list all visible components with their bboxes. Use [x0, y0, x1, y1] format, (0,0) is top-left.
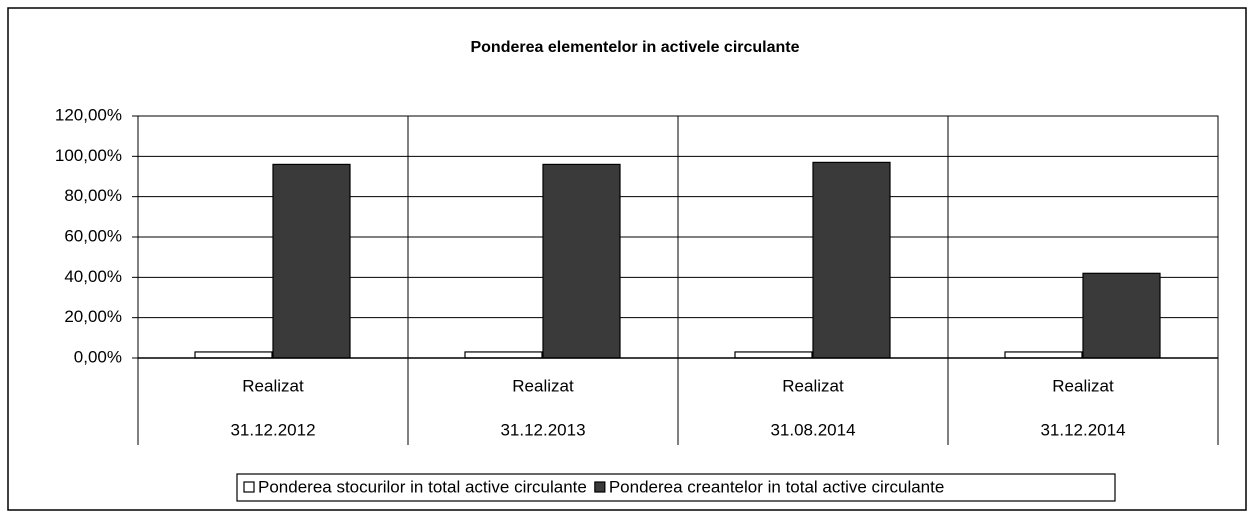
legend-swatch	[243, 481, 255, 493]
bar	[272, 163, 351, 359]
x-tick-label: 31.12.2013	[500, 420, 585, 439]
x-tick-label: 31.08.2014	[770, 420, 855, 439]
category-label: Realizat	[512, 376, 574, 395]
x-tick-label: 31.12.2014	[1040, 420, 1125, 439]
bar	[1004, 351, 1083, 359]
y-tick-label: 100,00%	[55, 146, 122, 165]
bar	[812, 161, 891, 359]
legend-swatch	[594, 481, 606, 493]
bar	[734, 351, 813, 359]
y-tick-label: 60,00%	[64, 226, 122, 245]
x-tick-label: 31.12.2012	[230, 420, 315, 439]
y-tick-label: 80,00%	[64, 186, 122, 205]
bar	[194, 351, 273, 359]
bar	[464, 351, 543, 359]
y-tick-label: 20,00%	[64, 307, 122, 326]
bar	[542, 163, 621, 359]
legend-label: Ponderea stocurilor in total active circ…	[258, 477, 587, 496]
chart-border	[7, 7, 1247, 511]
legend-box	[236, 473, 1116, 502]
category-label: Realizat	[1052, 376, 1114, 395]
y-tick-label: 120,00%	[55, 105, 122, 124]
legend-label: Ponderea creantelor in total active circ…	[609, 477, 944, 496]
y-tick-label: 0,00%	[74, 347, 122, 366]
category-label: Realizat	[242, 376, 304, 395]
bar	[1082, 272, 1161, 359]
chart-title: Ponderea elementelor in activele circula…	[470, 39, 799, 56]
category-label: Realizat	[782, 376, 844, 395]
y-tick-label: 40,00%	[64, 267, 122, 286]
